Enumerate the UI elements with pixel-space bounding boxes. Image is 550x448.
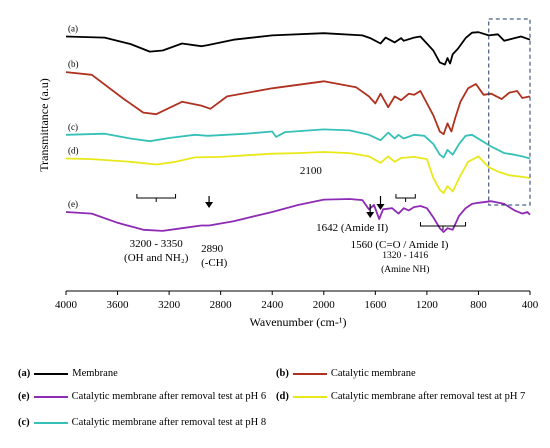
- annotation-label: (Amine NH): [381, 264, 429, 275]
- x-tick-label: 2000: [313, 299, 336, 311]
- legend-label: Catalytic membrane after removal test at…: [71, 391, 267, 402]
- series-line: [65, 198, 531, 233]
- legend-swatch: [34, 372, 69, 375]
- annotation-label: 1642 (Amide II): [316, 222, 388, 234]
- annotation-label: (OH and NH₂): [124, 252, 189, 264]
- series-tag: (a): [68, 23, 78, 33]
- x-tick-label: 3200: [158, 299, 181, 311]
- series-tag: (b): [68, 59, 79, 69]
- annotation-label: 2100: [300, 165, 323, 177]
- series-line: [65, 71, 531, 136]
- legend-tag: (d): [276, 391, 289, 402]
- series-line: [65, 151, 531, 194]
- legend-tag: (a): [18, 368, 31, 379]
- annotation-bracket: [419, 222, 467, 230]
- annotation-arrowhead: [366, 212, 375, 218]
- x-tick-label: 4000: [55, 299, 78, 311]
- highlight-box: [488, 18, 531, 206]
- legend-item-ph8: (c) Catalytic membrane after removal tes…: [18, 417, 266, 428]
- annotation-label: (-CH): [201, 257, 228, 269]
- series-tag: (d): [68, 146, 79, 156]
- legend-label: Catalytic membrane after removal test at…: [330, 391, 526, 402]
- legend-item-membrane: (a) Membrane: [18, 368, 118, 379]
- legend-item-ph7: (d) Catalytic membrane after removal tes…: [276, 391, 525, 402]
- x-tick-label: 3600: [107, 299, 130, 311]
- annotation-bracket: [136, 194, 177, 202]
- legend-tag: (b): [276, 368, 289, 379]
- x-axis-label: Wavenumber (cm-¹): [250, 315, 347, 329]
- annotation-label: 1320 - 1416: [382, 251, 428, 261]
- legend-item-catalytic: (b) Catalytic membrane: [276, 368, 416, 379]
- x-tick-label: 2400: [261, 299, 284, 311]
- legend-tag: (e): [18, 391, 30, 402]
- legend-swatch: [292, 395, 327, 398]
- legend-swatch: [33, 421, 68, 424]
- legend-tag: (c): [18, 417, 30, 428]
- annotation-arrowhead: [205, 202, 214, 208]
- legend-label: Membrane: [72, 368, 118, 379]
- annotation-label: 1560 (C=O / Amide I): [351, 239, 449, 251]
- legend-item-ph6: (e) Catalytic membrane after removal tes…: [18, 391, 266, 402]
- series-line: [65, 128, 531, 160]
- annotation-label: 2890: [201, 243, 224, 255]
- series-line: [65, 31, 531, 66]
- series-tag: (c): [68, 122, 78, 132]
- legend-label: Catalytic membrane after removal test at…: [71, 417, 267, 428]
- x-tick-label: 2800: [210, 299, 233, 311]
- x-tick-label: 1200: [416, 299, 439, 311]
- legend-swatch: [292, 372, 327, 375]
- annotation-label: 3200 - 3350: [130, 238, 184, 250]
- x-tick-label: 800: [470, 299, 487, 311]
- annotation-bracket: [395, 194, 416, 202]
- x-tick-label: 1600: [364, 299, 387, 311]
- y-axis-label: Transmittance (a.u): [37, 78, 51, 172]
- legend-label: Catalytic membrane: [330, 368, 416, 379]
- ftir-chart: 4000 3600 3200 2800 2400 2000 1600 1200 800 400 (…: [37, 18, 539, 329]
- legend-swatch: [33, 395, 68, 398]
- x-tick-label: 400: [522, 299, 539, 311]
- annotation-arrowhead: [376, 204, 385, 210]
- series-tag: (e): [68, 199, 78, 209]
